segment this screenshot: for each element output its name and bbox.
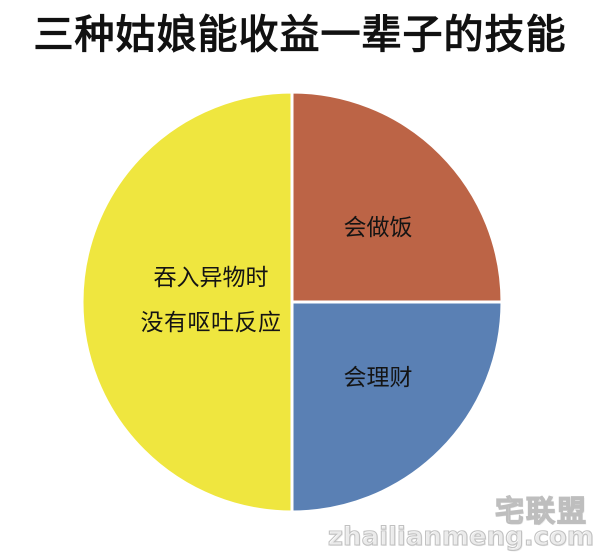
- watermark-brand-text: 宅联盟: [494, 493, 588, 528]
- watermark-url-text: zhailianmeng.com: [327, 521, 594, 552]
- pie-chart-svg: [82, 92, 502, 512]
- pie-slice-orange[interactable]: [290, 92, 502, 304]
- pie-slice-yellow[interactable]: [82, 92, 294, 512]
- pie-slice-blue[interactable]: [290, 300, 502, 512]
- page-title: 三种姑娘能收益一辈子的技能: [33, 12, 567, 58]
- pie-chart: [82, 92, 502, 512]
